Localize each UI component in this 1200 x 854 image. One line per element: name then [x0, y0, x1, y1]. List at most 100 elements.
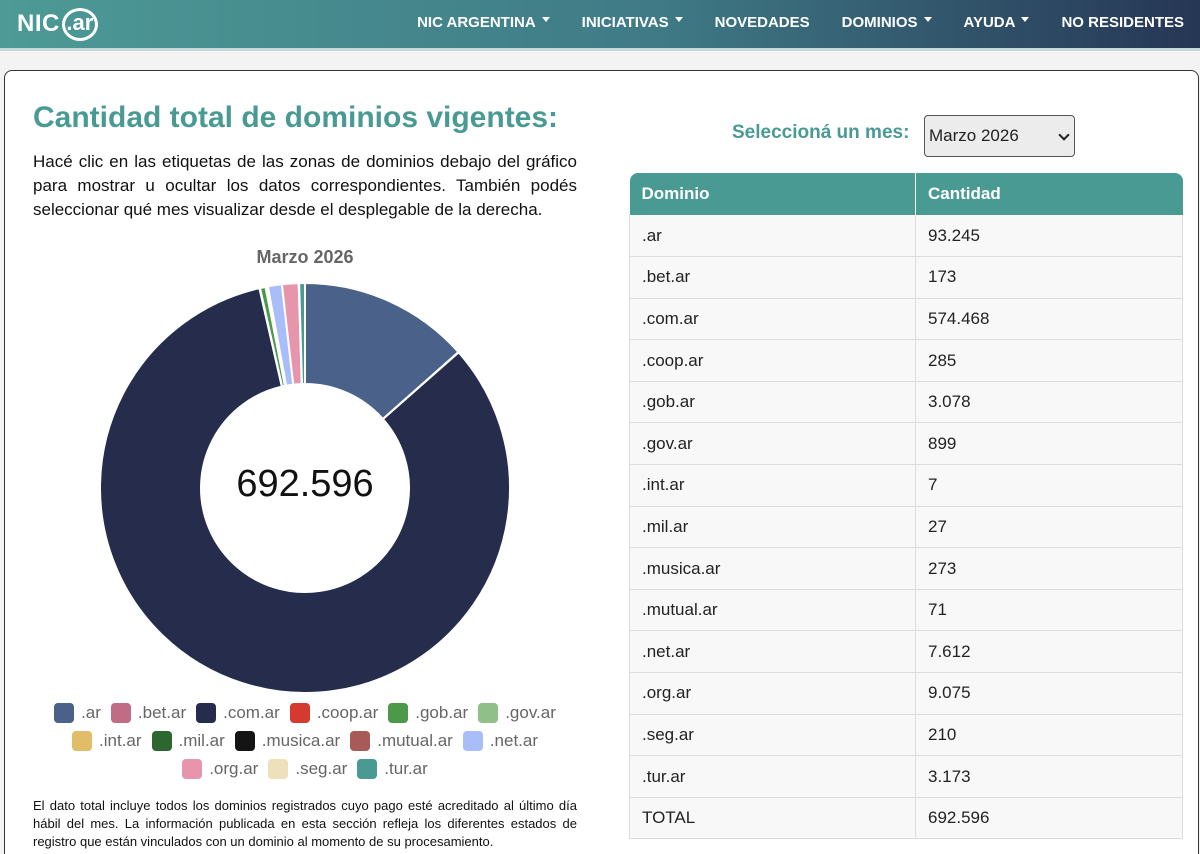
domain-cell: .org.ar [629, 672, 916, 715]
count-cell: 173 [915, 256, 1183, 299]
legend-swatch [388, 703, 409, 723]
legend-item-gob-ar[interactable]: .gob.ar [388, 703, 468, 723]
count-cell: 93.245 [915, 215, 1183, 258]
legend-label: .tur.ar [384, 759, 428, 778]
chart-legend: .ar .bet.ar .com.ar .coop.ar .gob.ar .gov.ar.… [25, 703, 585, 787]
count-cell: 9.075 [915, 672, 1183, 715]
nav-item-label: NO RESIDENTES [1061, 13, 1184, 31]
legend-item-gov-ar[interactable]: .gov.ar [478, 703, 556, 723]
legend-row: .int.ar .mil.ar .musica.ar .mutual.ar .net.a… [25, 731, 585, 751]
logo-ar-badge: .ar [61, 7, 98, 41]
nav-item-no-residentes[interactable]: NO RESIDENTES [1061, 14, 1184, 31]
legend-item-musica-ar[interactable]: .musica.ar [234, 731, 341, 751]
legend-swatch [478, 703, 499, 723]
nav-item-ayuda[interactable]: AYUDA [964, 14, 1030, 31]
legend-label: .gov.ar [505, 703, 556, 722]
legend-label: .mil.ar [178, 731, 225, 750]
table-row: .gob.ar 3.078 [629, 381, 1183, 424]
legend-row: .ar .bet.ar .com.ar .coop.ar .gob.ar .gov.ar [25, 703, 585, 723]
count-cell: 71 [915, 589, 1183, 632]
legend-label: .com.ar [223, 703, 280, 722]
legend-swatch [182, 759, 203, 779]
legend-swatch [151, 731, 172, 751]
legend-label: .int.ar [98, 731, 142, 750]
legend-label: .org.ar [209, 759, 259, 778]
nic-ar-logo[interactable]: NIC .ar [17, 7, 98, 41]
column-header-domain: Dominio [629, 173, 916, 215]
domain-cell: .com.ar [629, 298, 916, 341]
table-row: .tur.ar 3.173 [629, 755, 1183, 798]
legend-item-coop-ar[interactable]: .coop.ar [289, 703, 379, 723]
legend-label: .bet.ar [137, 703, 187, 722]
chart-center-total: 692.596 [236, 463, 374, 505]
month-select-value: Marzo 2026 [929, 126, 1019, 145]
page-title: Cantidad total de dominios vigentes: [33, 101, 559, 134]
nav-item-label: AYUDA [963, 13, 1016, 31]
column-header-count: Cantidad [915, 173, 1183, 215]
nav-item-iniciativas[interactable]: INICIATIVAS [582, 14, 683, 31]
table-row: TOTAL 692.596 [629, 797, 1183, 840]
domain-cell: .bet.ar [629, 256, 916, 299]
legend-item-net-ar[interactable]: .net.ar [462, 731, 539, 751]
legend-item-org-ar[interactable]: .org.ar [182, 759, 258, 779]
donut-slice-com-ar[interactable] [100, 286, 510, 693]
legend-item-ar[interactable]: .ar [54, 703, 101, 723]
legend-item-tur-ar[interactable]: .tur.ar [357, 759, 428, 779]
legend-row: .org.ar .seg.ar .tur.ar [25, 759, 585, 779]
domain-cell: TOTAL [629, 797, 916, 840]
domain-cell: .coop.ar [629, 339, 916, 382]
table-row: .org.ar 9.075 [629, 672, 1183, 715]
domain-cell: .gov.ar [629, 422, 916, 466]
donut-slice-tur-ar[interactable] [298, 283, 306, 386]
count-cell: 692.596 [915, 797, 1183, 840]
table-row: .seg.ar 210 [629, 714, 1183, 757]
legend-label: .coop.ar [316, 703, 379, 722]
top-navbar: NIC .ar NIC ARGENTINA INICIATIVAS NOVEDADE… [0, 0, 1200, 51]
legend-item-bet-ar[interactable]: .bet.ar [110, 703, 187, 723]
legend-swatch [350, 731, 371, 751]
table-row: .ar 93.245 [629, 215, 1183, 258]
count-cell: 7 [915, 464, 1183, 507]
domains-card: Cantidad total de dominios vigentes: Hac… [4, 70, 1199, 854]
domain-cell: .tur.ar [629, 755, 916, 798]
legend-label: .gob.ar [415, 703, 469, 722]
count-cell: 574.468 [915, 298, 1183, 341]
nav-item-dominios[interactable]: DOMINIOS [842, 14, 932, 31]
legend-item-mil-ar[interactable]: .mil.ar [151, 731, 225, 751]
legend-swatch [110, 703, 131, 723]
month-select[interactable]: Marzo 2026 [924, 115, 1075, 157]
caret-down-icon [674, 16, 683, 22]
table-row: .bet.ar 173 [629, 256, 1183, 299]
month-select-label: Seleccioná un mes: [732, 122, 910, 143]
legend-item-com-ar[interactable]: .com.ar [196, 703, 280, 723]
legend-swatch [462, 731, 483, 751]
table-row: .com.ar 574.468 [629, 298, 1183, 341]
nav-item-label: NOVEDADES [714, 13, 810, 31]
nav-item-nic-argentina[interactable]: NIC ARGENTINA [417, 14, 550, 31]
legend-item-int-ar[interactable]: .int.ar [71, 731, 142, 751]
count-cell: 273 [915, 547, 1183, 590]
domain-cell: .gob.ar [629, 381, 916, 424]
table-row: .gov.ar 899 [629, 422, 1183, 466]
table-row: .musica.ar 273 [629, 547, 1183, 590]
table-row: .mutual.ar 71 [629, 589, 1183, 632]
legend-label: .mutual.ar [377, 731, 453, 750]
nav-item-label: NIC ARGENTINA [417, 13, 536, 31]
domain-cell: .musica.ar [629, 547, 916, 590]
legend-item-seg-ar[interactable]: .seg.ar [268, 759, 347, 779]
domains-table: Dominio Cantidad .ar 93.245 .bet.ar 173 .com… [629, 173, 1183, 840]
domains-donut-chart [100, 283, 510, 693]
legend-swatch [268, 759, 289, 779]
main-nav: NIC ARGENTINA INICIATIVAS NOVEDADES DOMINIO… [385, 0, 1184, 44]
domain-cell: .mutual.ar [629, 589, 916, 632]
domain-cell: .seg.ar [629, 714, 916, 757]
legend-label: .net.ar [489, 731, 539, 750]
legend-item-mutual-ar[interactable]: .mutual.ar [350, 731, 453, 751]
count-cell: 285 [915, 339, 1183, 382]
legend-label: .musica.ar [261, 731, 341, 750]
nav-item-label: INICIATIVAS [581, 13, 669, 31]
nav-item-label: DOMINIOS [841, 13, 918, 31]
nav-item-novedades[interactable]: NOVEDADES [715, 14, 810, 31]
domain-cell: .int.ar [629, 464, 916, 507]
caret-down-icon [923, 16, 932, 22]
